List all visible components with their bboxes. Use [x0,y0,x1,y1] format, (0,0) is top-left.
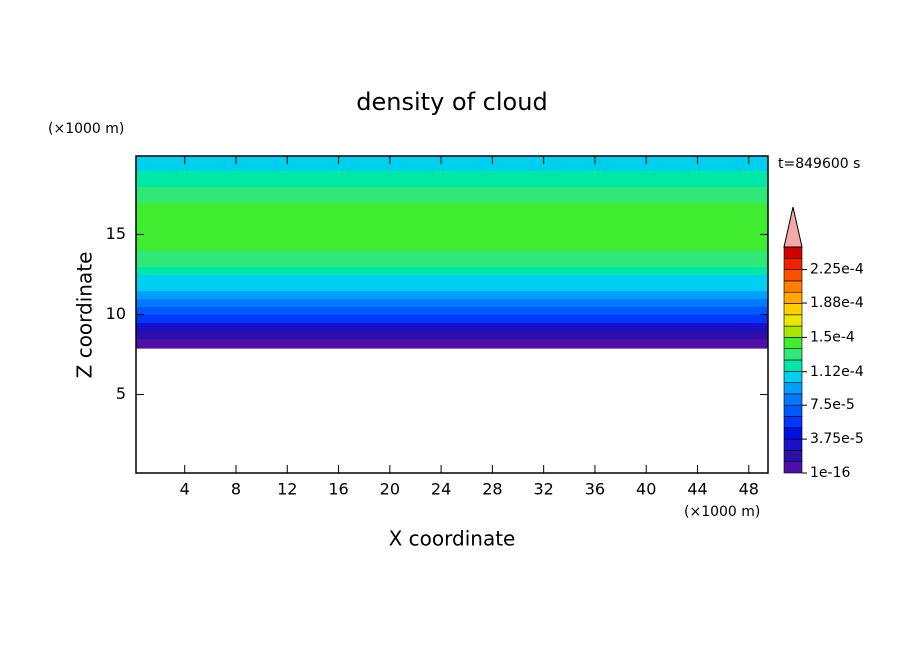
colorbar-swatch [783,303,803,316]
colorbar-tick-label: 3.75e-5 [810,431,864,447]
colorbar-swatch [783,246,803,259]
colorbar-over [783,206,803,248]
colorbar-swatch [783,359,803,372]
colorbar-swatch [783,461,803,474]
colorbar-tick-label: 7.5e-5 [810,397,855,413]
contour-band [136,186,768,203]
contour-band [136,250,768,267]
colorbar-tick-label: 1.88e-4 [810,295,864,311]
y-tick-label: 5 [116,384,126,403]
colorbar-swatch [783,450,803,462]
x-tick-label: 36 [585,480,605,499]
colorbar-tick-label: 1e-16 [810,465,850,481]
colorbar-tick-label: 1.12e-4 [810,364,864,380]
contour-band [136,282,768,291]
contour-band [136,266,768,275]
x-tick-label: 8 [231,480,241,499]
x-tick-label: 44 [687,480,707,499]
colorbar-tick-label: 2.25e-4 [810,262,864,278]
contour-band [136,306,768,315]
x-tick-label: 32 [533,480,553,499]
contour-band [136,298,768,307]
colorbar-swatch [783,404,803,417]
colorbar-swatch [783,325,803,338]
y-unit: (×1000 m) [48,121,124,137]
y-tick-label: 10 [106,304,126,323]
contour-band [136,290,768,299]
x-axis-title: X coordinate [389,527,516,551]
x-tick-label: 28 [482,480,502,499]
contour-band [136,330,768,340]
y-axis-title: Z coordinate [73,252,97,379]
contour-band [136,322,768,332]
colorbar-swatch [783,427,803,440]
x-tick-label: 20 [380,480,400,499]
colorbar-swatch [783,280,803,293]
contour-band [136,202,768,251]
colorbar-swatch [783,438,803,451]
x-tick-label: 16 [328,480,348,499]
colorbar-swatch [783,348,803,361]
colorbar-swatch [783,382,803,395]
colorbar-swatch [783,314,803,327]
colorbar-swatch [783,337,803,349]
contour-band [136,274,768,283]
contour-band [136,338,768,349]
contour-band [136,314,768,324]
colorbar-tick-label: 1.5e-4 [810,329,855,345]
chart-title: density of cloud [356,88,547,116]
x-tick-label: 12 [277,480,297,499]
x-tick-label: 4 [180,480,190,499]
time-label: t=849600 s [778,156,860,172]
x-unit: (×1000 m) [684,504,760,520]
y-tick-label: 15 [106,224,126,243]
colorbar-swatch [783,291,803,304]
contour-band [136,156,768,171]
x-tick-label: 40 [636,480,656,499]
colorbar-swatch [783,370,803,383]
colorbar-swatch [783,393,803,406]
x-tick-label: 24 [431,480,451,499]
colorbar-swatch [783,416,803,429]
contour-band [136,170,768,187]
colorbar-swatch [783,257,803,270]
colorbar-swatch [783,269,803,282]
x-tick-label: 48 [739,480,759,499]
